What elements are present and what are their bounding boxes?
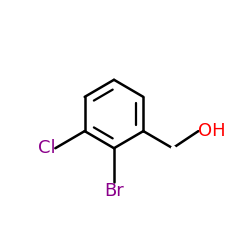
- Text: Cl: Cl: [38, 139, 55, 157]
- Text: OH: OH: [198, 122, 226, 140]
- Text: Br: Br: [104, 182, 124, 200]
